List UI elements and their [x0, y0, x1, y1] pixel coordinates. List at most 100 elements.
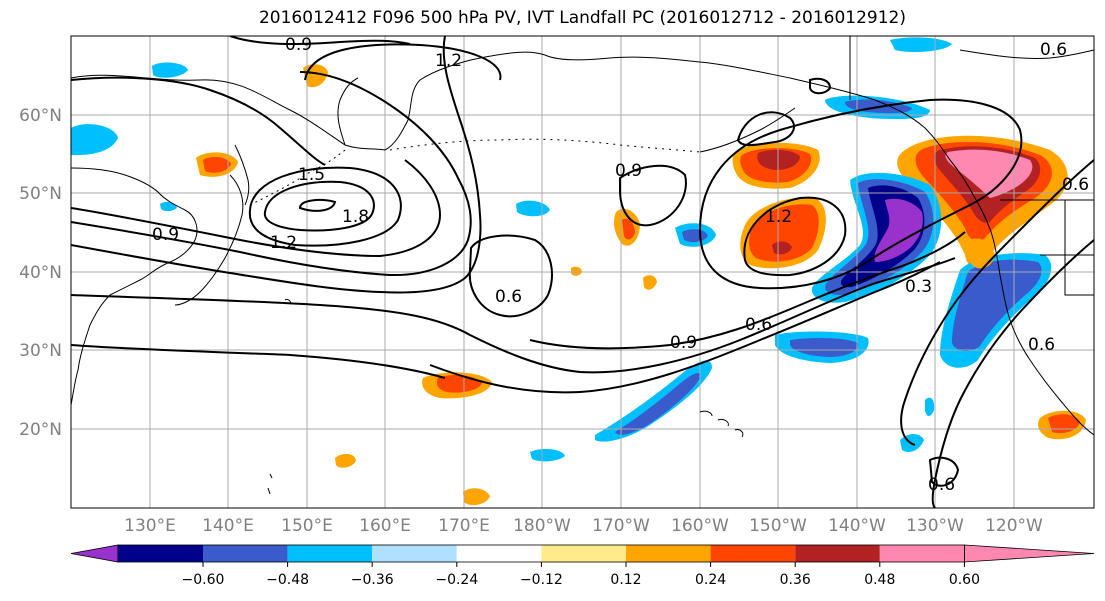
contour-label: 0.6 [745, 315, 772, 335]
coast-kamchatka [337, 77, 359, 146]
colorbar-bin [710, 545, 796, 562]
coast-canada-north [849, 36, 1094, 100]
pv-contour-0.6-mid [468, 234, 553, 318]
colorbar-tick-label: 0.36 [780, 572, 811, 588]
negative-anomaly-coast-core [952, 259, 1042, 352]
positive-anomaly-small-e [967, 238, 995, 269]
pv-contour-0.6-small [928, 456, 960, 487]
contour-label: 1.2 [270, 233, 297, 253]
negative-anomaly-top [890, 37, 952, 52]
colorbar-bin [456, 545, 542, 562]
contour-labels: 0.9 1.2 1.5 1.8 0.9 1.2 0.9 1.2 0.6 0.9 … [152, 35, 1089, 495]
pv-contour-0.9-west [71, 71, 472, 277]
lon-label: 170°E [438, 516, 490, 536]
positive-anomaly-150w-north-inner [757, 149, 800, 170]
negative-anomaly-small-4 [925, 397, 935, 416]
pv-contour-0.9-east [698, 98, 1023, 290]
colorbar-extend-high [964, 544, 1095, 563]
pv-contour-1.5 [248, 166, 402, 247]
contour-label: 0.6 [928, 475, 955, 495]
pv-contour-1.2-east [743, 196, 847, 277]
colorbar-bin [541, 545, 626, 562]
pv-contour-0.3-lower [71, 344, 446, 379]
positive-anomaly-far-east-core [1048, 414, 1080, 434]
colorbar-tick-label: 0.12 [610, 572, 641, 588]
contour-label: 1.5 [298, 165, 325, 185]
pv-contour-0.3 [71, 257, 956, 374]
map-frame [70, 35, 1095, 509]
lon-label: 170°W [592, 516, 650, 536]
pv-contour-1.5-inner [298, 199, 337, 212]
colorbar-bin [795, 545, 880, 562]
lon-label: 120°W [985, 516, 1043, 536]
negative-anomaly-left [71, 124, 118, 156]
contour-label: 0.6 [1062, 175, 1089, 195]
coast-alaska [699, 61, 1094, 436]
border-states [1040, 200, 1094, 296]
contour-label: 0.9 [615, 161, 642, 181]
pv-contour-0.6-alaska [736, 77, 832, 147]
colorbar-bin [372, 545, 457, 562]
figure-title: 2016012412 F096 500 hPa PV, IVT Landfall… [258, 8, 906, 28]
colorbar-bin [287, 545, 373, 562]
coast-japan [174, 174, 244, 306]
lon-label: 150°E [281, 516, 333, 536]
negative-anomaly-streak [595, 360, 712, 442]
colorbar-extend-low [70, 544, 119, 563]
pv-contour-1.8 [263, 180, 375, 232]
lat-label: 60°N [19, 106, 62, 126]
coast-sakhalin [234, 144, 250, 206]
pv-contours [71, 36, 1094, 508]
colorbar-bin [203, 545, 288, 562]
lat-label: 30°N [19, 341, 62, 361]
coastlines [71, 36, 1094, 495]
coast-kurils [249, 149, 346, 206]
contour-label: 0.6 [495, 287, 522, 307]
lon-label: 150°W [749, 516, 807, 536]
contour-label: 0.9 [152, 225, 179, 245]
pv-contour-0.6-se [931, 239, 1094, 508]
colorbar-bin [879, 545, 965, 562]
lon-label: 160°E [359, 516, 411, 536]
negative-anomaly-ne-pacific-max [874, 198, 923, 262]
positive-anomaly-small-c [643, 275, 657, 290]
colorbar-tick-label: −0.12 [520, 572, 563, 588]
positive-anomaly-150w-core [748, 204, 819, 262]
lon-label: 160°W [671, 516, 729, 536]
positive-anomaly-165w-core [622, 218, 635, 240]
colorbar-tick-label: −0.36 [351, 572, 394, 588]
positive-anomaly-japan-core [203, 156, 231, 173]
negative-anomaly-left-small [152, 62, 188, 78]
colorbar-bin [118, 545, 203, 562]
positive-anomaly-pnw-max [945, 149, 1033, 198]
gridlines [71, 36, 1094, 508]
longitude-labels: 130°E 140°E 150°E 160°E 170°E 180°W 170°… [124, 516, 1043, 536]
positive-anomaly-small-a [335, 453, 356, 468]
lon-label: 180°W [513, 516, 571, 536]
pv-contour-0.6-west [71, 36, 482, 294]
ivt-anomaly-fills [71, 37, 1086, 506]
lon-label: 130°E [124, 516, 176, 536]
contour-label: 0.6 [1040, 40, 1067, 60]
coast-asia-north [71, 51, 701, 151]
pv-contour-1.2 [71, 159, 442, 258]
negative-anomaly-160w-core [682, 229, 708, 243]
contour-label: 1.2 [435, 51, 462, 71]
colorbar-tick-label: −0.60 [182, 572, 225, 588]
lat-label: 40°N [19, 263, 62, 283]
negative-anomaly-small-3 [160, 201, 177, 212]
pv-contour-0.6-east [900, 159, 1094, 446]
positive-anomaly-150w-inner [772, 241, 792, 255]
lon-label: 130°W [906, 516, 964, 536]
positive-anomaly-small-d [571, 266, 582, 276]
negative-anomaly-30n-150w-core [790, 338, 859, 357]
contour-label: 1.2 [765, 207, 792, 227]
colorbar-tick-label: 0.60 [949, 572, 980, 588]
colorbar-tick-label: −0.48 [266, 572, 309, 588]
colorbar-tick-labels: −0.60 −0.48 −0.36 −0.24 −0.12 0.12 0.24 … [182, 572, 980, 588]
pv-contour-0.6-left [71, 76, 326, 166]
colorbar-bin [626, 545, 711, 562]
contour-label: 0.9 [285, 35, 312, 55]
colorbar: −0.60 −0.48 −0.36 −0.24 −0.12 0.12 0.24 … [70, 544, 1095, 588]
